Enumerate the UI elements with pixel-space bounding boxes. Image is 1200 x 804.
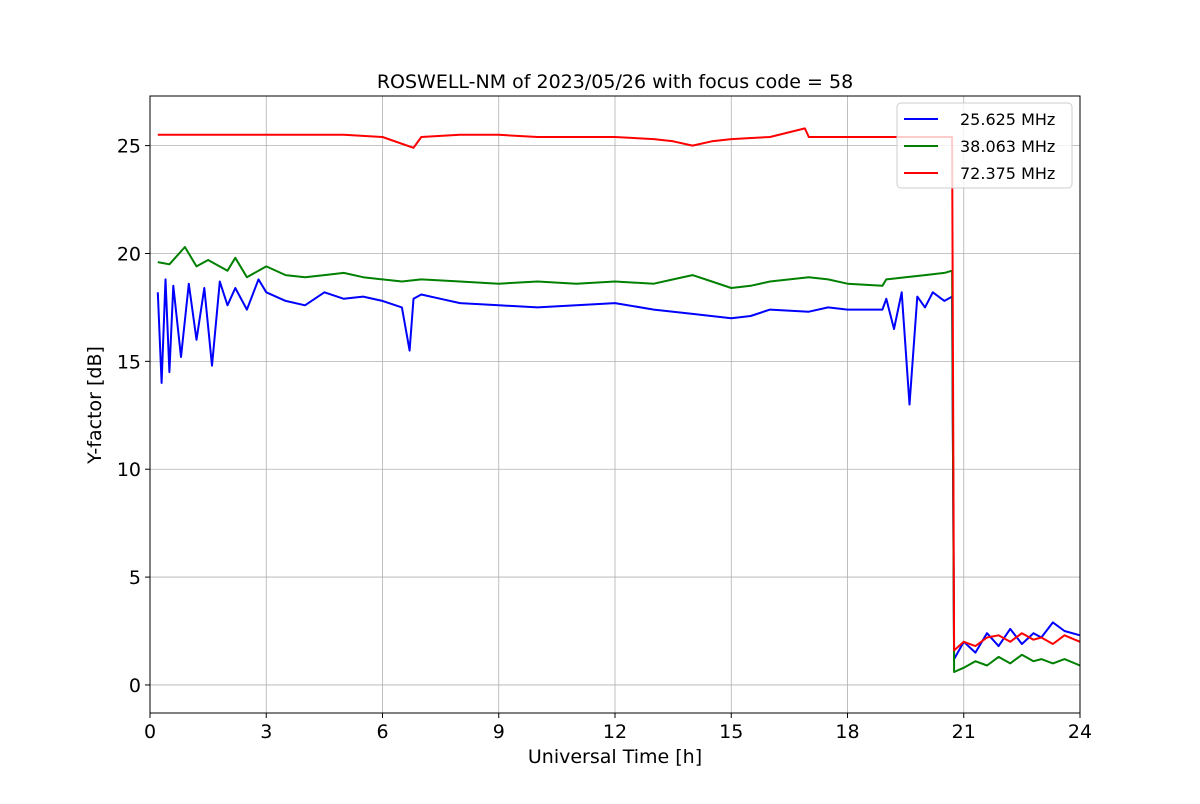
chart-title: ROSWELL-NM of 2023/05/26 with focus code…: [377, 71, 853, 93]
legend-label-3: 72.375 MHz: [960, 164, 1055, 183]
series-line-3: [157, 127, 1081, 652]
x-tick-label: 15: [719, 721, 743, 743]
series-lines: [156, 127, 1081, 673]
y-tick-label: 5: [129, 567, 141, 589]
y-tick-label: 25: [117, 136, 141, 158]
legend-box: [896, 102, 1073, 189]
x-axis-ticks: 0 3 6 9 12 15 18 21 24: [144, 713, 1092, 743]
x-tick-label: 9: [493, 721, 505, 743]
y-tick-label: 0: [129, 675, 141, 697]
x-tick-label: 21: [952, 721, 976, 743]
legend: 25.625 MHz 38.063 MHz 72.375 MHz: [896, 102, 1073, 189]
x-tick-label: 6: [376, 721, 388, 743]
x-tick-label: 3: [260, 721, 272, 743]
series-line-1: [156, 278, 1081, 661]
x-tick-label: 0: [144, 721, 156, 743]
x-tick-label: 24: [1068, 721, 1092, 743]
y-axis-ticks: 0 5 10 15 20 25: [117, 136, 150, 697]
x-tick-label: 18: [835, 721, 859, 743]
y-tick-label: 10: [117, 459, 141, 481]
y-tick-label: 15: [117, 351, 141, 373]
y-tick-label: 20: [117, 243, 141, 265]
y-axis-label: Y-factor [dB]: [84, 346, 106, 465]
series-line-2: [157, 246, 1081, 673]
legend-label-2: 38.063 MHz: [960, 137, 1055, 156]
legend-label-1: 25.625 MHz: [960, 110, 1055, 129]
x-axis-label: Universal Time [h]: [528, 746, 702, 768]
x-tick-label: 12: [603, 721, 627, 743]
